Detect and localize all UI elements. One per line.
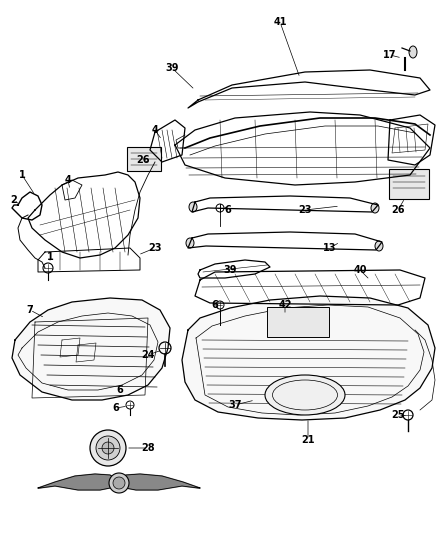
Text: 39: 39 bbox=[165, 63, 178, 73]
FancyBboxPatch shape bbox=[127, 147, 161, 171]
Text: 6: 6 bbox=[113, 403, 119, 413]
Text: 23: 23 bbox=[148, 243, 161, 253]
Text: 6: 6 bbox=[211, 300, 218, 310]
Text: 7: 7 bbox=[27, 305, 33, 315]
Text: 36: 36 bbox=[293, 400, 306, 410]
Ellipse shape bbox=[186, 238, 194, 248]
Text: 39: 39 bbox=[223, 265, 236, 275]
Polygon shape bbox=[38, 474, 118, 490]
Text: 1: 1 bbox=[18, 170, 25, 180]
Ellipse shape bbox=[408, 46, 416, 58]
Polygon shape bbox=[12, 298, 170, 400]
Text: 4: 4 bbox=[151, 125, 158, 135]
Text: 23: 23 bbox=[297, 205, 311, 215]
Circle shape bbox=[109, 473, 129, 493]
Text: 1: 1 bbox=[46, 252, 53, 262]
Ellipse shape bbox=[370, 203, 378, 213]
FancyBboxPatch shape bbox=[266, 307, 328, 337]
Text: 25: 25 bbox=[390, 410, 404, 420]
Ellipse shape bbox=[189, 202, 197, 212]
Text: 6: 6 bbox=[224, 205, 231, 215]
Text: 41: 41 bbox=[272, 17, 286, 27]
Text: 28: 28 bbox=[141, 443, 155, 453]
Circle shape bbox=[96, 436, 120, 460]
Circle shape bbox=[90, 430, 126, 466]
Text: 42: 42 bbox=[278, 300, 291, 310]
Text: 26: 26 bbox=[136, 155, 149, 165]
Text: 37: 37 bbox=[228, 400, 241, 410]
Text: 13: 13 bbox=[322, 243, 336, 253]
Text: 6: 6 bbox=[117, 385, 123, 395]
Text: 2: 2 bbox=[11, 195, 18, 205]
Circle shape bbox=[102, 442, 114, 454]
Text: 21: 21 bbox=[300, 435, 314, 445]
Text: 26: 26 bbox=[390, 205, 404, 215]
Text: 40: 40 bbox=[353, 265, 366, 275]
FancyBboxPatch shape bbox=[388, 169, 428, 199]
Polygon shape bbox=[182, 296, 434, 420]
Text: 4: 4 bbox=[64, 175, 71, 185]
Circle shape bbox=[113, 477, 125, 489]
Text: 24: 24 bbox=[141, 350, 155, 360]
Polygon shape bbox=[118, 474, 200, 490]
Ellipse shape bbox=[265, 375, 344, 415]
Text: 17: 17 bbox=[382, 50, 396, 60]
Ellipse shape bbox=[374, 241, 382, 251]
